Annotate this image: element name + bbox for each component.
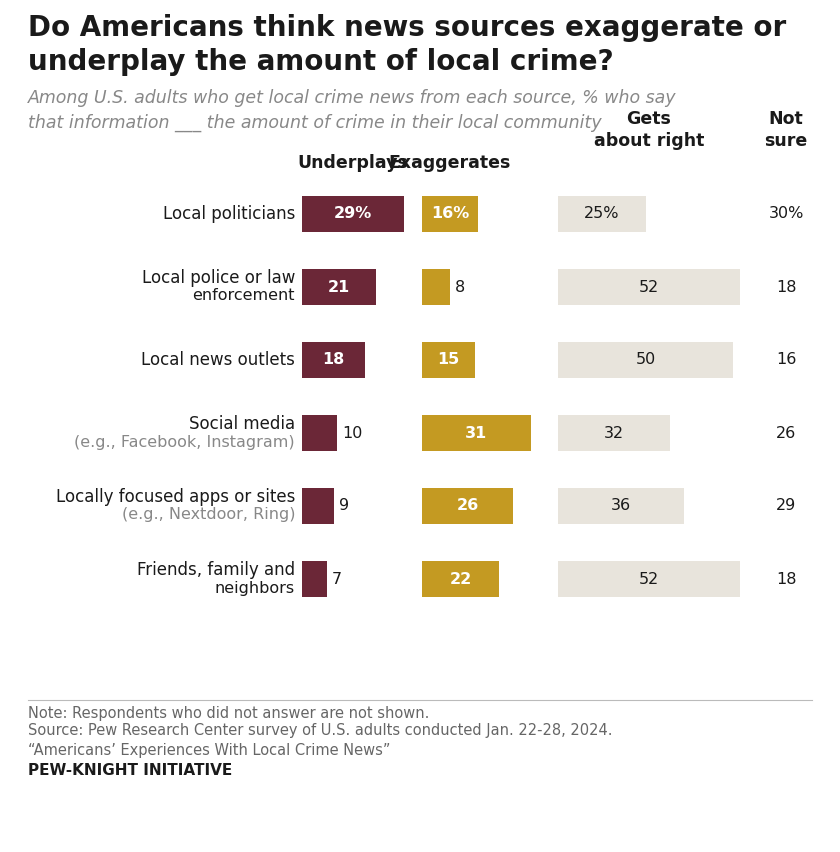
Bar [422,269,450,305]
Text: Underplays: Underplays [297,154,408,172]
Text: 16: 16 [776,353,796,367]
Text: 52: 52 [639,279,659,295]
Text: 36: 36 [611,498,631,514]
Bar [422,488,513,524]
Text: Local police or law: Local police or law [142,269,295,287]
Bar [558,488,684,524]
Text: 26: 26 [456,498,479,514]
Bar [558,561,740,597]
Text: Note: Respondents who did not answer are not shown.: Note: Respondents who did not answer are… [28,706,429,721]
Text: enforcement: enforcement [192,289,295,303]
Text: Locally focused apps or sites: Locally focused apps or sites [55,488,295,506]
Text: 21: 21 [328,279,350,295]
Text: 15: 15 [437,353,459,367]
Bar [558,196,645,232]
Text: 18: 18 [323,353,344,367]
Text: 18: 18 [776,279,796,295]
Text: 30%: 30% [769,206,804,222]
Bar [302,488,333,524]
Text: neighbors: neighbors [215,580,295,596]
Bar [422,342,475,378]
Text: 29: 29 [776,498,796,514]
Bar [558,269,740,305]
Bar [302,415,337,451]
Text: 7: 7 [332,572,342,586]
Text: 10: 10 [342,425,362,440]
Text: Friends, family and: Friends, family and [137,561,295,579]
Text: 32: 32 [604,425,624,440]
Text: 8: 8 [455,279,465,295]
Bar [302,196,403,232]
Text: 18: 18 [776,572,796,586]
Bar [422,196,478,232]
Text: Among U.S. adults who get local crime news from each source, % who say
that info: Among U.S. adults who get local crime ne… [28,89,676,131]
Text: 31: 31 [465,425,487,440]
Text: (e.g., Facebook, Instagram): (e.g., Facebook, Instagram) [75,435,295,450]
Text: 52: 52 [639,572,659,586]
Text: 22: 22 [449,572,471,586]
Bar [422,561,499,597]
Text: Gets
about right: Gets about right [594,110,704,150]
Text: PEW-KNIGHT INITIATIVE: PEW-KNIGHT INITIATIVE [28,763,232,778]
Text: Not
sure: Not sure [764,110,807,150]
Text: 29%: 29% [333,206,372,222]
Text: 50: 50 [635,353,656,367]
Text: 9: 9 [339,498,349,514]
Text: Social media: Social media [189,415,295,433]
Text: Do Americans think news sources exaggerate or
underplay the amount of local crim: Do Americans think news sources exaggera… [28,14,786,76]
Text: Source: Pew Research Center survey of U.S. adults conducted Jan. 22-28, 2024.
“A: Source: Pew Research Center survey of U.… [28,723,612,758]
Text: (e.g., Nextdoor, Ring): (e.g., Nextdoor, Ring) [122,508,295,522]
Bar [558,415,670,451]
Text: 26: 26 [776,425,796,440]
Text: Local politicians: Local politicians [163,205,295,223]
Bar [558,342,733,378]
Bar [302,342,365,378]
Bar [302,561,327,597]
Text: Local news outlets: Local news outlets [141,351,295,369]
Text: Exaggerates: Exaggerates [389,154,512,172]
Text: 16%: 16% [431,206,469,222]
Bar [422,415,531,451]
Bar [302,269,375,305]
Text: 25%: 25% [584,206,620,222]
